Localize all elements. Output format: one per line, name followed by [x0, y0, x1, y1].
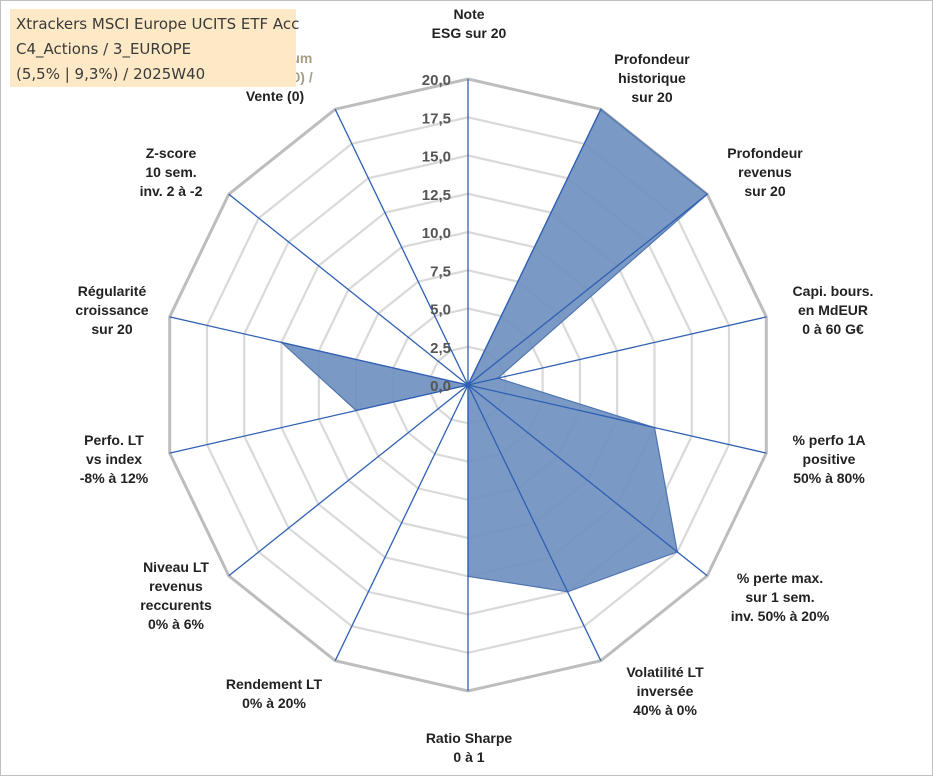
axis-label-5-line-0: % perte max.	[737, 570, 823, 586]
spoke-13	[334, 109, 469, 386]
tick-label-1: 2,5	[430, 340, 451, 357]
tick-label-6: 15,0	[422, 149, 451, 166]
axis-label-5: % perte max. sur 1 sem. inv. 50% à 20%	[731, 570, 830, 624]
spoke-2	[467, 193, 708, 386]
spoke-4	[467, 384, 767, 454]
axis-label-4-line-2: 50% à 80%	[793, 470, 865, 486]
axis-label-7-line-0: Ratio Sharpe	[426, 730, 513, 746]
fund-category: C4_Actions / 3_EUROPE	[16, 40, 192, 58]
spoke-8	[334, 384, 469, 661]
spoke-6	[467, 384, 602, 661]
axis-label-13-line-2: Vente (0)	[246, 88, 304, 104]
axis-label-9-line-3: 0% à 6%	[148, 616, 205, 632]
axis-label-1-line-0: Profondeur	[614, 51, 690, 67]
tick-label-3: 7,5	[430, 263, 451, 280]
spoke-3	[467, 316, 767, 386]
axis-label-1-line-1: historique	[618, 70, 686, 86]
axis-label-6-line-0: Volatilité LT	[626, 664, 704, 680]
axis-label-2-line-2: sur 20	[744, 183, 785, 199]
axis-label-3: Capi. bours. en MdEUR 0 à 60 G€	[793, 283, 874, 337]
axis-label-6: Volatilité LT inversée 40% à 0%	[626, 664, 704, 718]
axis-label-3-line-0: Capi. bours.	[793, 283, 874, 299]
axis-label-1-line-2: sur 20	[631, 89, 672, 105]
radar-series-layer	[279, 108, 709, 593]
tick-label-7: 17,5	[422, 110, 451, 127]
axis-label-6-line-1: inversée	[637, 683, 694, 699]
axis-label-12-line-0: Z-score	[146, 145, 197, 161]
axis-label-0-line-1: ESG sur 20	[432, 25, 507, 41]
axis-label-12-line-1: 10 sem.	[145, 164, 196, 180]
axis-label-9-line-0: Niveau LT	[143, 559, 209, 575]
spoke-9	[228, 384, 469, 577]
axis-label-10-line-1: vs index	[86, 451, 142, 467]
axis-label-10-line-0: Perfo. LT	[84, 432, 144, 448]
spoke-5	[467, 384, 708, 577]
axis-label-1: Profondeur historique sur 20	[614, 51, 690, 105]
tick-label-4: 10,0	[422, 225, 451, 242]
tick-label-0: 0,0	[430, 378, 451, 395]
axis-label-2-line-0: Profondeur	[727, 145, 803, 161]
axis-label-12: Z-score 10 sem. inv. 2 à -2	[140, 145, 203, 199]
radial-tick-labels: 0,0 2,5 5,0 7,5 10,0 12,5 15,0 17,5 20,0	[422, 72, 451, 395]
axis-label-3-line-1: en MdEUR	[798, 302, 868, 318]
axis-label-10: Perfo. LT vs index -8% à 12%	[80, 432, 149, 486]
axis-label-8: Rendement LT 0% à 20%	[226, 676, 323, 711]
tick-label-8: 20,0	[422, 72, 451, 89]
axis-label-11: Régularité croissance sur 20	[75, 283, 148, 337]
axis-label-8-line-1: 0% à 20%	[242, 695, 306, 711]
axis-label-12-line-2: inv. 2 à -2	[140, 183, 203, 199]
axis-label-9-line-1: revenus	[149, 578, 203, 594]
series-area-0	[279, 108, 709, 593]
axis-label-11-line-1: croissance	[75, 302, 148, 318]
axis-label-5-line-2: inv. 50% à 20%	[731, 608, 830, 624]
spoke-10	[169, 384, 469, 454]
axis-label-0: Note ESG sur 20	[432, 6, 507, 41]
fund-title-box: Xtrackers MSCI Europe UCITS ETF Acc C4_A…	[10, 9, 300, 87]
spoke-11	[169, 316, 469, 386]
axis-label-4-line-1: positive	[803, 451, 856, 467]
axis-label-11-line-0: Régularité	[78, 283, 147, 299]
axis-labels: Note ESG sur 20 Profondeur historique sur 20…	[75, 6, 873, 765]
axis-label-4: % perfo 1A positive 50% à 80%	[792, 432, 865, 486]
axis-label-0-line-0: Note	[453, 6, 484, 22]
axis-label-9-line-2: reccurents	[140, 597, 212, 613]
axis-label-3-line-2: 0 à 60 G€	[802, 321, 864, 337]
spoke-12	[228, 193, 469, 386]
axis-label-2: Profondeur revenus sur 20	[727, 145, 803, 199]
axis-label-5-line-1: sur 1 sem.	[745, 589, 814, 605]
axis-label-8-line-0: Rendement LT	[226, 676, 323, 692]
axis-label-9: Niveau LT revenus reccurents 0% à 6%	[140, 559, 212, 632]
axis-label-2-line-1: revenus	[738, 164, 792, 180]
axis-label-11-line-2: sur 20	[91, 321, 132, 337]
radar-spokes	[169, 79, 767, 691]
tick-label-2: 5,0	[430, 302, 451, 319]
axis-label-7-line-1: 0 à 1	[453, 749, 484, 765]
fund-stats: (5,5% | 9,3%) / 2025W40	[16, 65, 206, 83]
axis-label-4-line-0: % perfo 1A	[792, 432, 865, 448]
tick-label-5: 12,5	[422, 187, 451, 204]
axis-label-7: Ratio Sharpe 0 à 1	[426, 730, 513, 765]
fund-name: Xtrackers MSCI Europe UCITS ETF Acc	[16, 15, 300, 33]
axis-label-10-line-2: -8% à 12%	[80, 470, 149, 486]
axis-label-6-line-2: 40% à 0%	[633, 702, 697, 718]
spoke-1	[467, 109, 602, 386]
